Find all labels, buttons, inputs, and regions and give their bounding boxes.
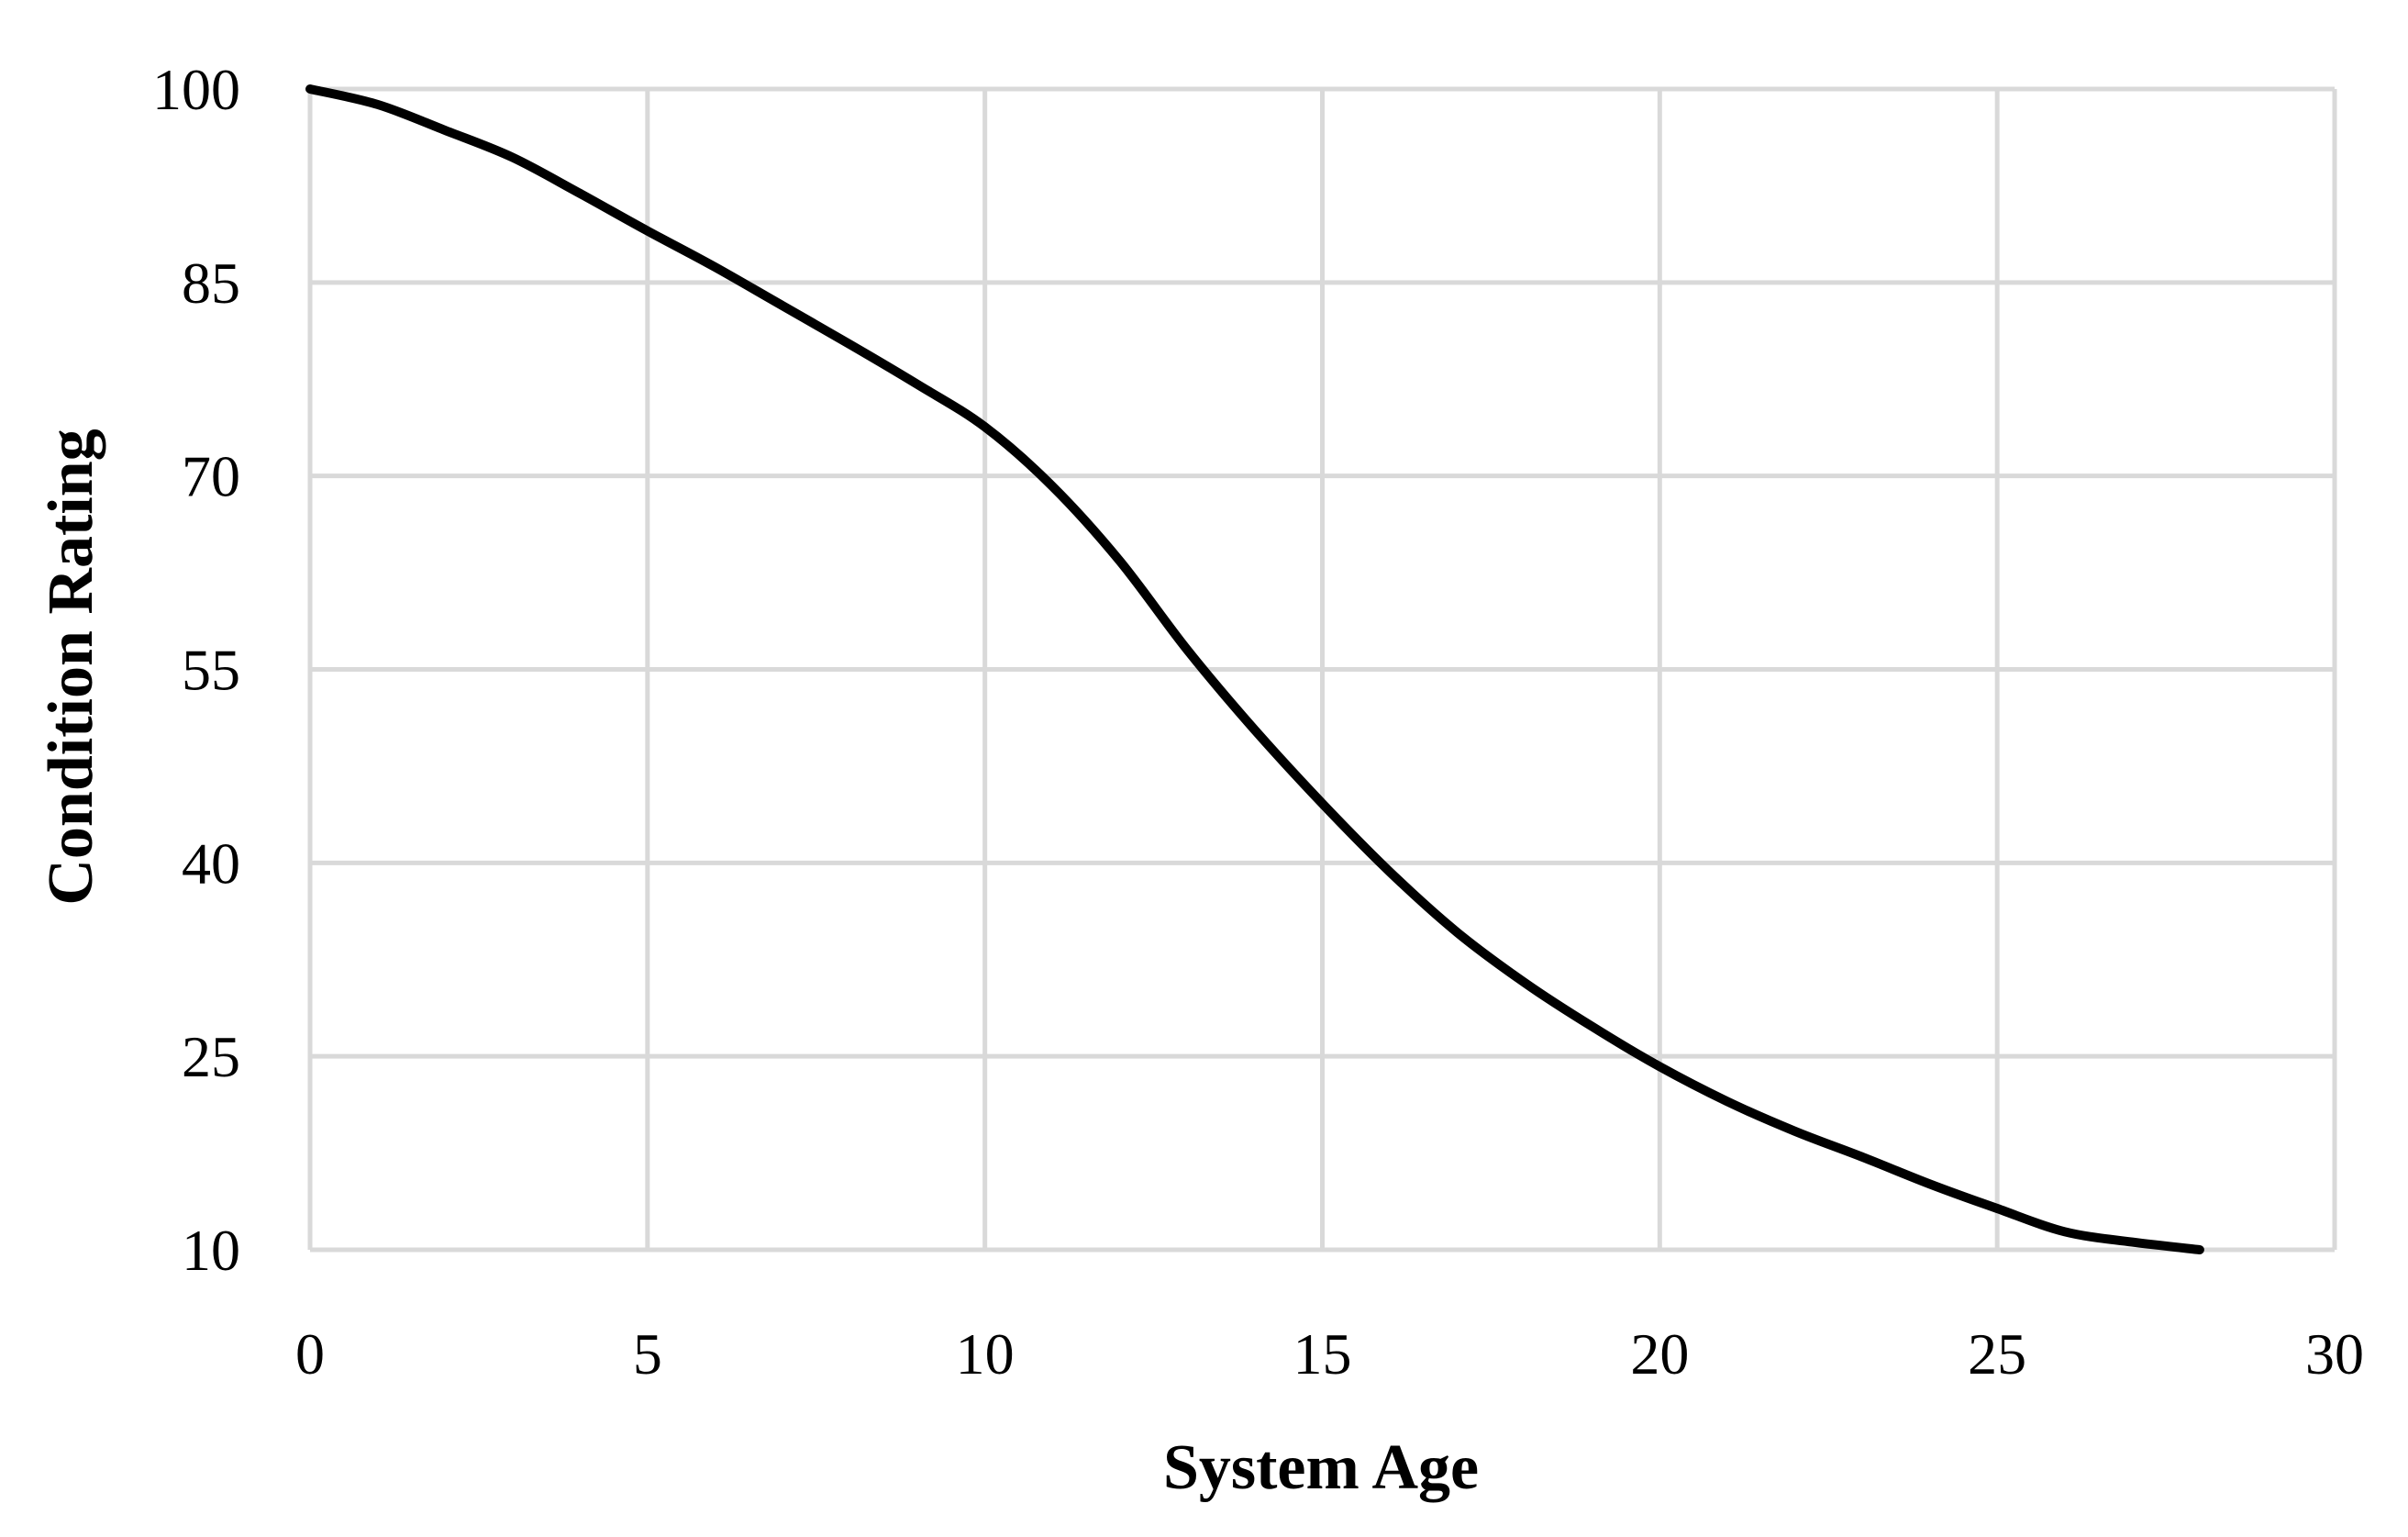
series-line-0	[305, 84, 2204, 1254]
x-tick-label-10: 10	[956, 1321, 1015, 1387]
x-tick-label-25: 25	[1968, 1321, 2026, 1387]
x-tick-label-30: 30	[2305, 1321, 2364, 1387]
grid-lines	[307, 86, 2337, 1253]
x-tick-label-20: 20	[1630, 1321, 1689, 1387]
y-tick-label-85: 85	[182, 251, 240, 316]
x-tick-label-5: 5	[633, 1321, 662, 1387]
y-tick-label-100: 100	[152, 57, 240, 122]
y-tick-label-70: 70	[182, 444, 240, 509]
y-tick-label-40: 40	[182, 830, 240, 896]
y-tick-label-25: 25	[182, 1024, 240, 1089]
y-axis-tick-labels: 10 25 40 55 70 85 100	[152, 57, 240, 1283]
x-axis-title: System Age	[1163, 1432, 1479, 1503]
x-tick-label-0: 0	[295, 1321, 325, 1387]
series-layer	[305, 84, 2204, 1254]
x-tick-label-15: 15	[1293, 1321, 1352, 1387]
x-axis-tick-labels: 0 5 10 15 20 25 30	[295, 1321, 2364, 1387]
y-axis-title: Condition Rating	[36, 429, 106, 905]
y-tick-label-10: 10	[182, 1218, 240, 1283]
y-tick-label-55: 55	[182, 638, 240, 703]
